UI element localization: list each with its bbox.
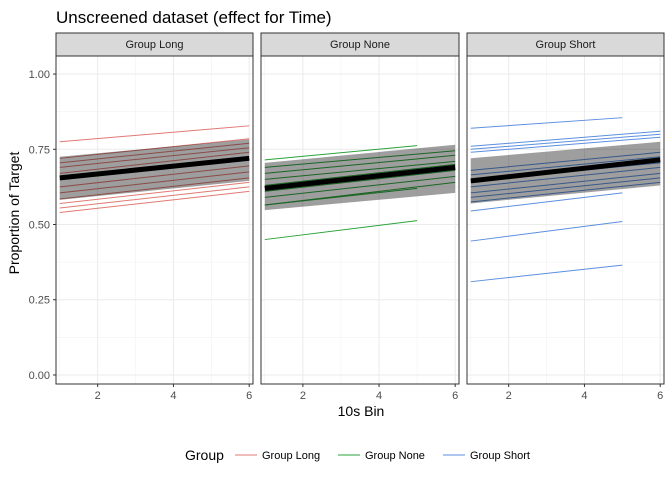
y-tick-label: 0.00 [29,370,50,382]
participant-line [470,130,661,147]
facet-panel: Group Short 2 4 6 [466,32,665,402]
participant-line [59,138,250,159]
y-tick-label: 0.75 [29,144,50,156]
panel-background [261,56,459,384]
participant-line [59,125,250,143]
participant-line [264,160,456,180]
panel-border [466,55,665,385]
legend-label: Group None [365,450,425,462]
legend-label: Group Long [262,450,320,462]
x-tick-label: 4 [376,390,382,402]
legend-entry: Group None [338,450,425,462]
y-axis: 0.00 0.25 0.50 0.75 1.00 [29,69,56,382]
participant-line [264,145,418,161]
participant-line [59,151,250,174]
x-tick-label: 4 [581,390,587,402]
participant-line [264,175,456,198]
y-tick-label: 0.25 [29,295,50,307]
participant-line [264,181,456,206]
participant-line [264,154,456,174]
participant-line [59,186,250,209]
participant-line [59,177,250,200]
facet-strip-label: Group None [330,39,390,51]
participant-line [470,117,623,129]
facet-strip-label: Group Long [125,39,183,51]
fit-line [470,157,661,184]
facet-panels: Group Long 2 4 6 Group None 2 4 6 Group Short 2 4 6 [55,32,665,402]
x-tick-label: 2 [95,390,101,402]
y-axis-title: Proportion of Target [6,152,22,275]
participant-line [59,165,250,188]
participant-line [59,142,250,164]
legend-title: Group [185,447,224,463]
participant-line [470,151,661,171]
x-tick-label: 6 [452,390,458,402]
x-tick-label: 2 [300,390,306,402]
panel-background [467,56,664,384]
participant-line [470,221,623,242]
facet-panel: Group Long 2 4 6 [55,32,254,402]
panel-border [55,55,254,385]
participant-line [470,166,661,188]
chart-title: Unscreened dataset (effect for Time) [56,8,332,27]
participant-line [59,190,250,213]
x-tick-label: 2 [506,390,512,402]
x-axis-title: 10s Bin [338,403,385,419]
legend: Group Group Long Group None Group Short [185,447,530,463]
participant-line [59,147,250,168]
participant-line [470,177,661,198]
participant-line [470,172,661,194]
participant-line [470,136,661,153]
participant-line [470,133,661,150]
participant-line [470,192,623,212]
legend-entry: Group Long [235,450,320,462]
x-tick-label: 6 [246,390,252,402]
facet-strip-label: Group Short [536,39,596,51]
participant-line [264,163,456,186]
fit-line [264,164,456,191]
participant-line [264,169,456,192]
facet-panel: Group None 2 4 6 [260,32,460,402]
participant-line [59,181,250,204]
panel-border [260,55,460,385]
y-tick-label: 0.50 [29,220,50,232]
legend-entry: Group Short [443,450,530,462]
participant-line [470,181,661,203]
fit-line [59,155,250,181]
participant-line [59,171,250,194]
participant-line [470,264,623,283]
panel-background [56,56,253,384]
participant-line [264,220,418,241]
x-tick-label: 4 [170,390,176,402]
x-tick-label: 6 [657,390,663,402]
participant-line [470,156,661,176]
legend-label: Group Short [470,450,530,462]
participant-line [264,150,456,168]
y-tick-label: 1.00 [29,69,50,81]
